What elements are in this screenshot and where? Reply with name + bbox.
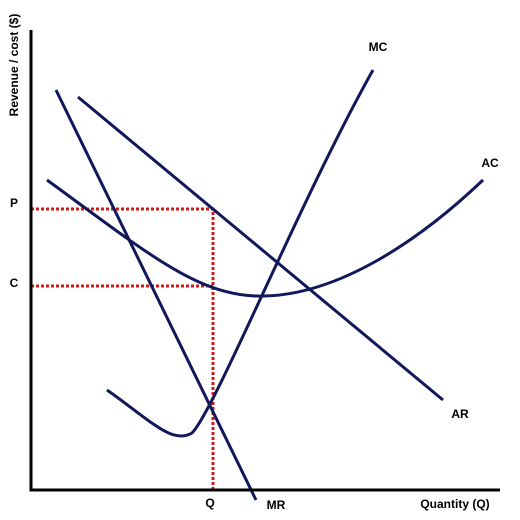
mr-curve [54, 89, 258, 501]
q-label: Q [205, 496, 214, 510]
mc-label: MC [369, 40, 388, 54]
ac-curve [46, 178, 485, 298]
p-label: P [10, 196, 18, 210]
mc-curve [106, 69, 375, 438]
ar-label: AR [451, 407, 469, 421]
ac-label: AC [481, 156, 499, 170]
price-guide [31, 207, 215, 490]
axes [29, 30, 500, 492]
ar-curve [77, 95, 444, 402]
x-axis-label: Quantity (Q) [420, 497, 489, 511]
mr-label: MR [267, 498, 286, 512]
y-axis-label: Revenue / cost ($) [7, 14, 21, 117]
c-label: C [10, 276, 19, 290]
